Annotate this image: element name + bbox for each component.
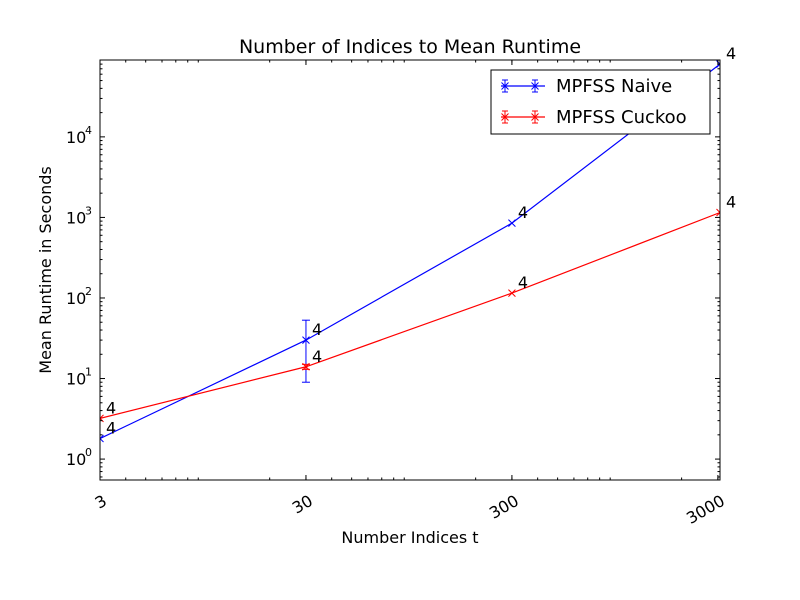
legend-marker bbox=[531, 113, 539, 121]
series-0 bbox=[100, 60, 720, 443]
series-layer bbox=[100, 60, 720, 443]
y-tick-label-exponent: 3 bbox=[85, 204, 92, 217]
y-tick-label-exponent: 4 bbox=[85, 124, 92, 137]
x-axis-label: Number Indices t bbox=[341, 528, 478, 547]
legend-marker-stroke-b bbox=[531, 82, 539, 90]
error-bar bbox=[301, 319, 310, 383]
data-point-stroke-b bbox=[100, 414, 104, 420]
y-tick-label-base: 10 bbox=[66, 128, 86, 147]
y-tick-label: 104 bbox=[66, 124, 92, 147]
data-point bbox=[302, 362, 310, 371]
series-line bbox=[100, 211, 720, 419]
legend-entry: MPFSS Cuckoo bbox=[501, 107, 687, 128]
y-tick-label: 100 bbox=[66, 446, 92, 469]
chart-title: Number of Indices to Mean Runtime bbox=[239, 36, 581, 58]
data-point-stroke-b bbox=[508, 289, 516, 297]
data-point-stroke-a bbox=[716, 208, 720, 214]
legend-entry: MPFSS Naive bbox=[501, 76, 672, 97]
legend: MPFSS Naive MPFSS Cuckoo bbox=[490, 69, 711, 135]
x-tick-label: 300 bbox=[486, 491, 522, 523]
data-point-stroke-b bbox=[716, 211, 720, 217]
legend-marker-stroke-b bbox=[501, 113, 509, 121]
x-tick-label: 3000 bbox=[683, 491, 728, 528]
y-tick-label: 101 bbox=[66, 366, 92, 389]
legend-box bbox=[490, 69, 711, 135]
data-point-stroke-b bbox=[100, 434, 104, 440]
data-point bbox=[302, 336, 310, 344]
data-point-label: 4 bbox=[106, 398, 116, 417]
data-point bbox=[100, 434, 104, 443]
legend-label: MPFSS Cuckoo bbox=[556, 107, 687, 128]
data-point-stroke-a bbox=[100, 437, 104, 443]
data-point bbox=[508, 219, 516, 227]
data-point-label: 4 bbox=[726, 44, 736, 63]
y-tick-label-exponent: 0 bbox=[85, 446, 92, 459]
data-point-label: 4 bbox=[312, 320, 322, 339]
y-tick-label: 102 bbox=[66, 285, 92, 308]
data-point-stroke-b bbox=[302, 336, 310, 344]
legend-marker-stroke-b bbox=[531, 113, 539, 121]
y-tick-label-exponent: 1 bbox=[85, 366, 92, 379]
legend-marker-stroke-b bbox=[501, 82, 509, 90]
y-tick-label-exponent: 2 bbox=[85, 285, 92, 298]
legend-marker bbox=[531, 82, 539, 90]
legend-marker bbox=[501, 113, 509, 121]
legend-label: MPFSS Naive bbox=[556, 76, 672, 97]
data-point-label: 4 bbox=[106, 419, 116, 438]
data-point-label: 4 bbox=[726, 193, 736, 212]
y-tick-label-base: 10 bbox=[66, 370, 86, 389]
y-axis-label: Mean Runtime in Seconds bbox=[36, 166, 55, 373]
x-tick-label: 3 bbox=[92, 491, 110, 513]
legend-marker bbox=[501, 82, 509, 90]
y-tick-label-base: 10 bbox=[66, 289, 86, 308]
series-1 bbox=[100, 208, 720, 423]
data-point-stroke-b bbox=[302, 362, 310, 371]
data-point-stroke-b bbox=[508, 219, 516, 227]
x-tick-label: 30 bbox=[289, 491, 316, 518]
y-tick-label-base: 10 bbox=[66, 450, 86, 469]
data-point bbox=[716, 208, 720, 217]
data-point-label: 4 bbox=[312, 347, 322, 366]
y-tick-label-base: 10 bbox=[66, 208, 86, 227]
plot-frame bbox=[99, 59, 721, 481]
point-label-layer: 4 4 4 4 4 4 4 4 bbox=[106, 44, 736, 437]
data-point-label: 4 bbox=[518, 203, 528, 222]
series-line bbox=[100, 63, 720, 440]
y-tick-label: 103 bbox=[66, 204, 92, 227]
data-point bbox=[508, 289, 516, 297]
data-point-label: 4 bbox=[518, 273, 528, 292]
data-point-stroke-b bbox=[716, 63, 720, 68]
